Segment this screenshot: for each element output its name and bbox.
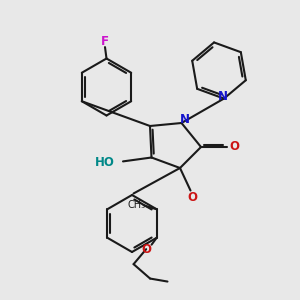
Text: O: O — [141, 243, 151, 256]
Text: N: N — [218, 90, 227, 103]
Text: F: F — [101, 34, 109, 48]
Text: O: O — [229, 140, 239, 154]
Text: CH₃: CH₃ — [128, 200, 146, 210]
Text: N: N — [180, 113, 190, 126]
Text: HO: HO — [95, 155, 115, 169]
Text: O: O — [187, 190, 197, 204]
